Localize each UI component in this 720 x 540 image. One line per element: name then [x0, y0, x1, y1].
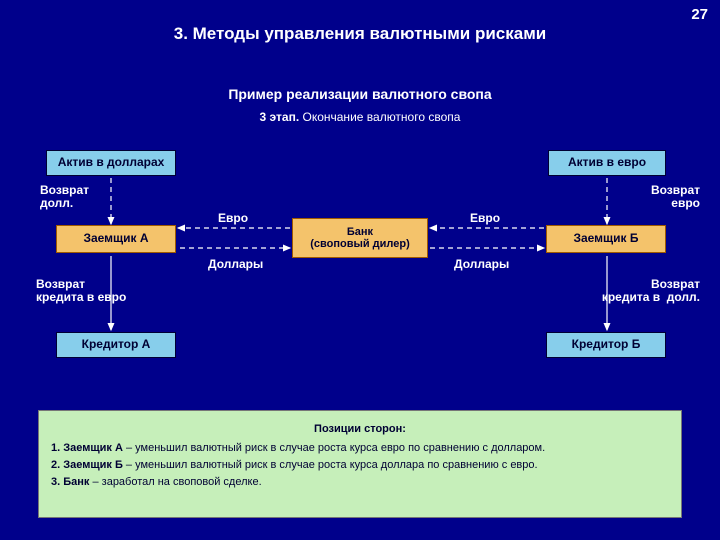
positions-header: Позиции сторон:	[51, 421, 669, 438]
positions-line3-pre: 3.	[51, 476, 63, 488]
box-asset-eur: Актив в евро	[548, 150, 666, 176]
box-asset-usd: Актив в долларах	[46, 150, 176, 176]
positions-line-2: 2. Заемщик Б – уменьшил валютный риск в …	[51, 457, 669, 474]
stage-bold: 3 этап.	[260, 110, 300, 124]
positions-line3-rest: – заработал на своповой сделке.	[89, 476, 261, 488]
label-ret-credit-usd: Возврат кредита в долл.	[582, 278, 700, 304]
positions-panel: Позиции сторон: 1. Заемщик А – уменьшил …	[38, 410, 682, 518]
label-return-usd: Возврат долл.	[40, 184, 89, 210]
label-dollars-1: Доллары	[208, 258, 263, 271]
box-creditor-a: Кредитор А	[56, 332, 176, 358]
positions-line1-pre: 1.	[51, 442, 63, 454]
label-dollars-2: Доллары	[454, 258, 509, 271]
label-euro-1: Евро	[218, 212, 248, 225]
positions-line2-pre: 2.	[51, 459, 63, 471]
slide-title: 3. Методы управления валютными рисками	[0, 24, 720, 44]
positions-line-3: 3. Банк – заработал на своповой сделке.	[51, 474, 669, 491]
stage-rest: Окончание валютного свопа	[299, 110, 460, 124]
stage-line: 3 этап. Окончание валютного свопа	[0, 110, 720, 124]
box-creditor-b: Кредитор Б	[546, 332, 666, 358]
box-borrower-a: Заемщик А	[56, 225, 176, 253]
positions-line-1: 1. Заемщик А – уменьшил валютный риск в …	[51, 440, 669, 457]
page-number: 27	[691, 6, 708, 23]
label-euro-2: Евро	[470, 212, 500, 225]
positions-line2-bold: Заемщик Б	[63, 459, 123, 471]
label-return-eur: Возврат евро	[640, 184, 700, 210]
positions-line2-rest: – уменьшил валютный риск в случае роста …	[123, 459, 538, 471]
positions-line3-bold: Банк	[63, 476, 89, 488]
positions-line1-bold: Заемщик А	[63, 442, 123, 454]
box-borrower-b: Заемщик Б	[546, 225, 666, 253]
slide-root: 27 3. Методы управления валютными рискам…	[0, 0, 720, 540]
positions-line1-rest: – уменьшил валютный риск в случае роста …	[123, 442, 545, 454]
label-ret-credit-eur: Возврат кредита в евро	[36, 278, 126, 304]
box-bank: Банк (своповый дилер)	[292, 218, 428, 258]
slide-subtitle: Пример реализации валютного свопа	[0, 86, 720, 102]
